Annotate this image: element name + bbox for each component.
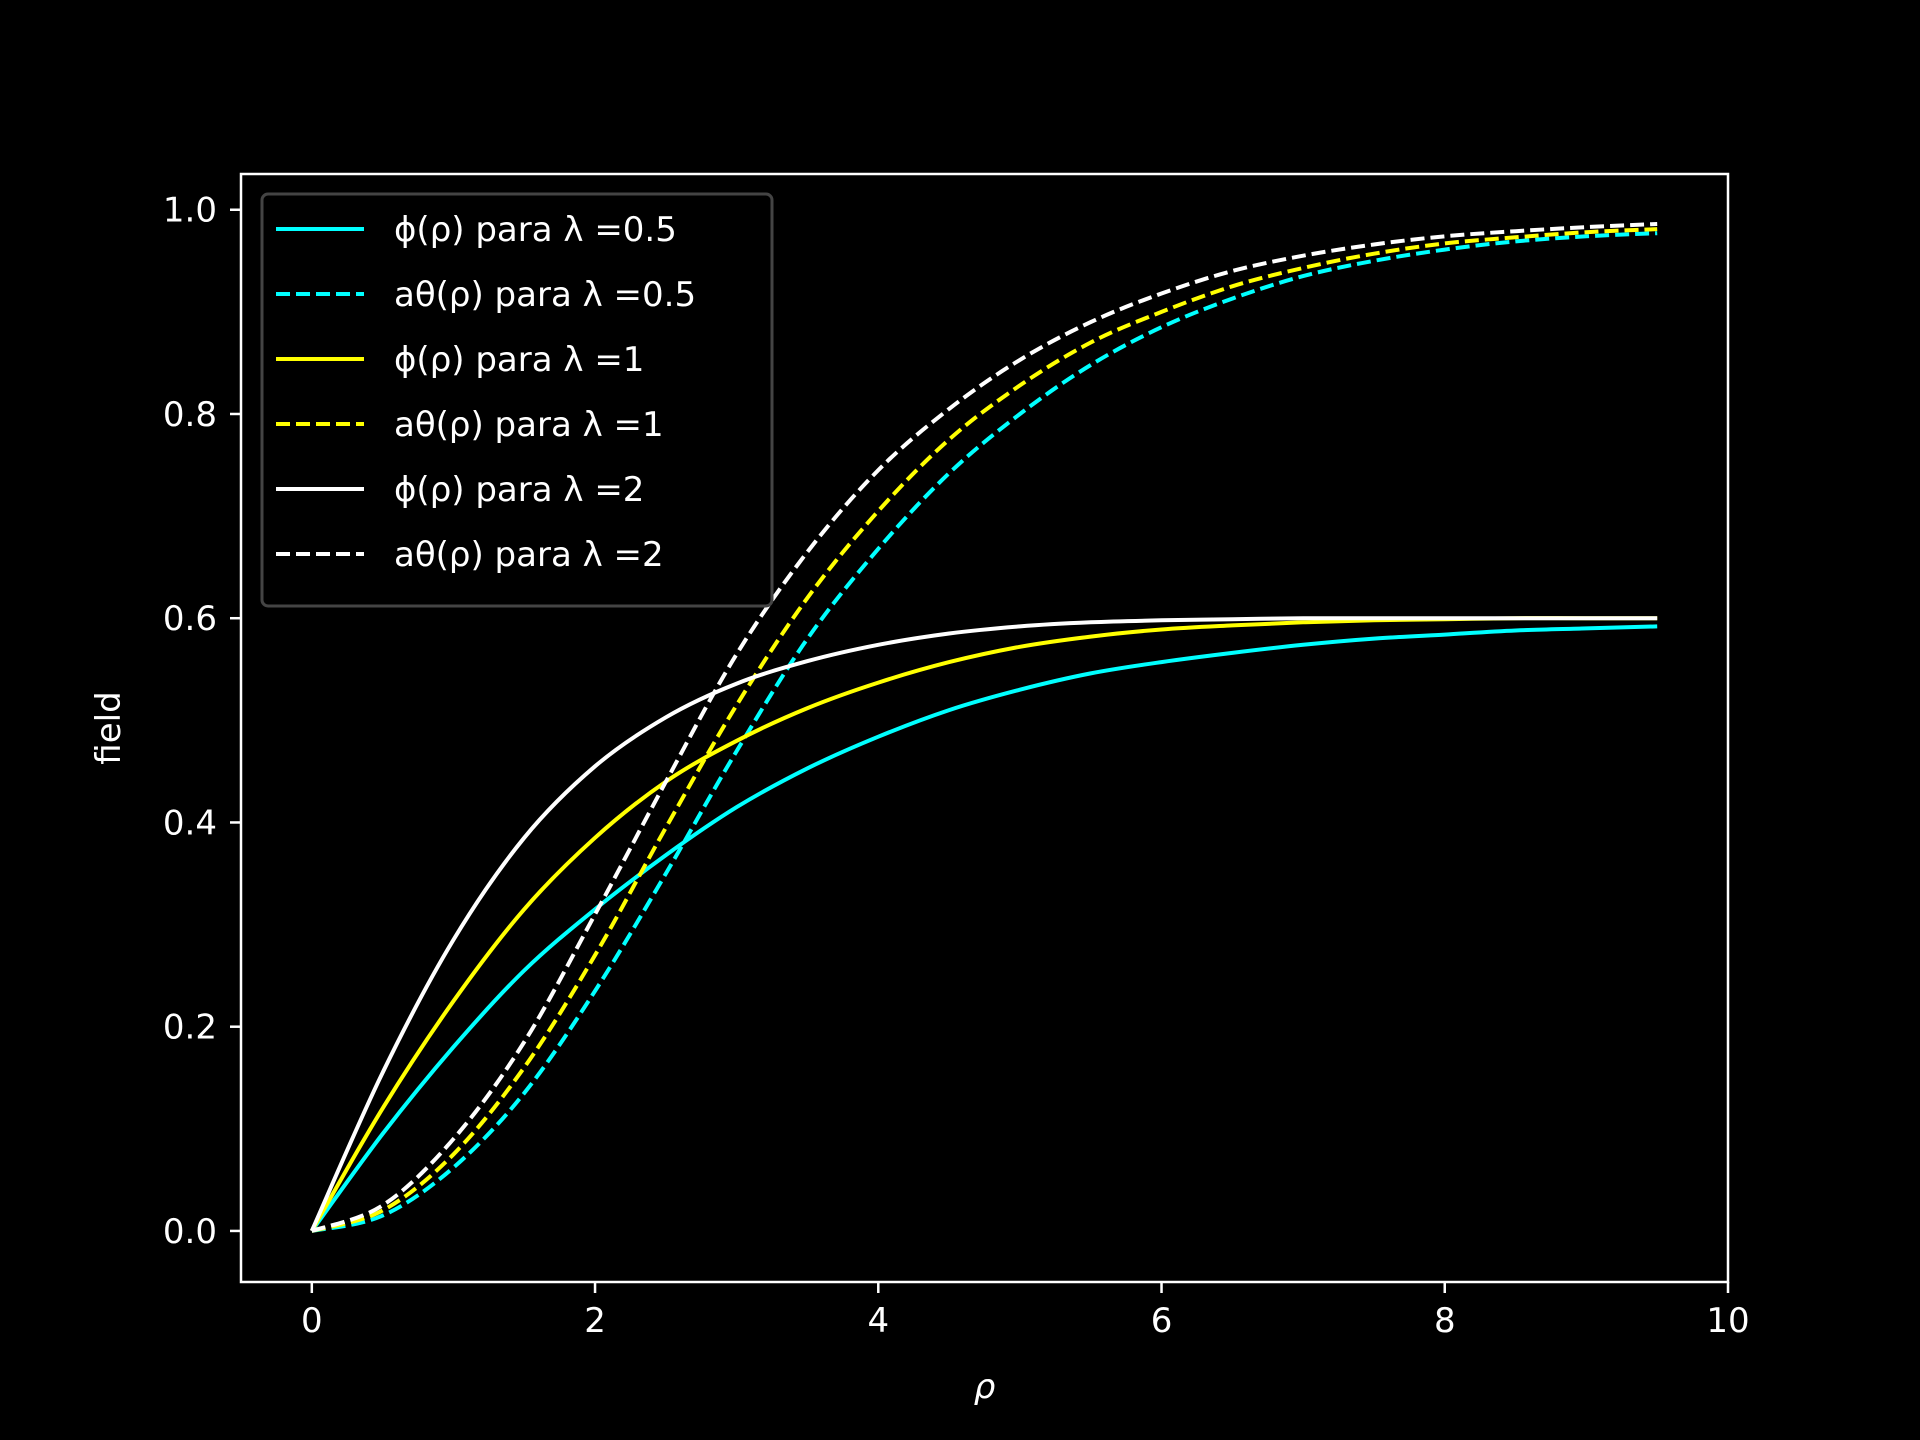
ticks-layer: 0 2 4 6 8 10 0.0 0.2 0.4 0.6 0.8 1.0 [163,191,1750,1341]
y-tick-label: 0.0 [163,1212,217,1252]
legend-label: ϕ(ρ) para λ =0.5 [394,210,677,250]
legend-label: aθ(ρ) para λ =2 [394,535,664,575]
x-tick-label: 4 [867,1301,889,1341]
series-line-1 [310,624,1658,1233]
legend-label: ϕ(ρ) para λ =1 [394,340,644,380]
x-tick-label: 6 [1151,1301,1173,1341]
y-tick-label: 1.0 [163,191,217,231]
legend-box [260,192,774,608]
y-tick-label: 0.8 [163,395,217,435]
y-tick-label: 0.4 [163,803,217,843]
legend: ϕ(ρ) para λ =0.5 aθ(ρ) para λ =0.5 ϕ(ρ) pa… [260,192,774,608]
x-tick-label: 2 [584,1301,606,1341]
x-tick-label: 8 [1434,1301,1456,1341]
legend-label: ϕ(ρ) para λ =2 [394,470,644,510]
x-tick-label: 0 [301,1301,323,1341]
series-line-6 [311,222,1658,1233]
x-axis-label: ρ [974,1367,996,1407]
series-layer [309,222,1658,1233]
plot-frame [239,172,1730,1284]
x-tick-label: 10 [1706,1301,1749,1341]
series-line-4 [311,227,1658,1233]
legend-label: aθ(ρ) para λ =1 [394,405,664,445]
y-tick-label: 0.2 [163,1008,217,1048]
legend-label: aθ(ρ) para λ =0.5 [394,275,696,315]
series-line-5 [309,616,1658,1232]
y-axis-label: field [89,691,129,764]
y-tick-label: 0.6 [163,599,217,639]
